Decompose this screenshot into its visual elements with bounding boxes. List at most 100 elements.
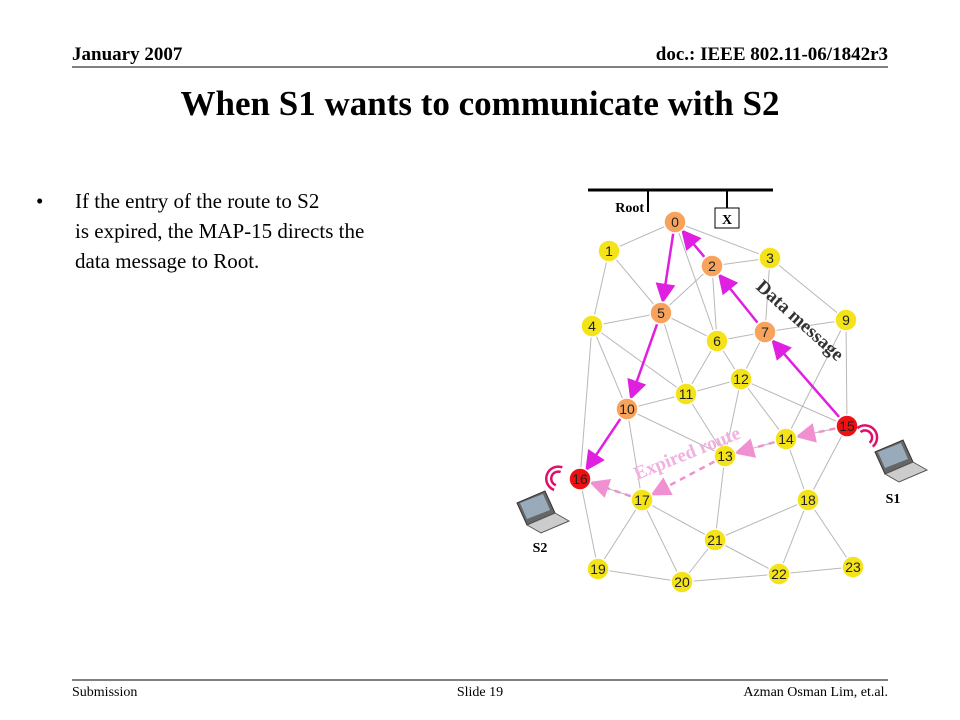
node [674,382,698,406]
node [729,367,753,391]
x-label: X [722,213,732,228]
data-path [585,418,622,472]
node-label: 5 [657,305,665,321]
expired-path [650,460,715,496]
wireless-icon [545,465,563,492]
node-label: 21 [707,532,723,548]
link [778,499,809,575]
link [608,221,676,252]
node-label: 14 [778,431,794,447]
data-path [681,229,706,258]
link [714,539,780,575]
link [807,425,848,501]
node-label: 9 [842,312,850,328]
data-path [627,323,659,401]
link [740,378,848,427]
link [641,499,716,541]
wireless-icon [859,429,874,444]
laptop-s1 [878,443,908,468]
node [713,444,737,468]
link [579,478,599,570]
node [841,555,865,579]
footer-right: Azman Osman Lim, et.al. [743,685,888,700]
node-label: 1 [605,243,613,259]
node [597,239,621,263]
node [767,562,791,586]
node-label: 2 [708,258,716,274]
data-path [655,233,676,304]
x-box [714,207,740,229]
footer-center: Slide 19 [457,685,503,700]
doc-id: doc.: IEEE 802.11-06/1842r3 [656,44,888,65]
node [649,301,673,325]
link [579,325,593,480]
bullet-dot: • [36,189,43,213]
node-label: 7 [761,324,769,340]
node-label: 20 [674,574,690,590]
expired-path [588,478,632,498]
node-label: 16 [572,471,588,487]
link [626,408,643,501]
link [591,250,610,327]
node-label: 0 [671,214,679,230]
link [674,221,771,259]
data-path [717,273,759,324]
node [835,414,859,438]
data-path [771,339,841,418]
node [615,397,639,421]
laptop-s1 [883,461,929,483]
link [769,257,847,321]
wireless-icon [856,424,879,448]
link [681,573,780,583]
link [764,319,847,333]
laptop-s2 [525,512,571,534]
root-label: Root [615,201,644,216]
footer-left: Submission [72,685,137,700]
node [753,320,777,344]
bullet-text: If the entry of the route to S2 is expir… [75,189,364,273]
node [703,528,727,552]
node-label: 13 [717,448,733,464]
link [711,265,718,342]
node-label: 19 [590,561,606,577]
node-label: 22 [771,566,787,582]
node [796,488,820,512]
node [580,314,604,338]
node [774,427,798,451]
s1-label: S1 [886,492,901,507]
link [845,319,848,427]
link [807,499,854,568]
link [597,568,683,583]
link [641,499,683,583]
node-label: 3 [766,250,774,266]
node-label: 12 [733,371,749,387]
node [834,308,858,332]
node-label: 4 [588,318,596,334]
link [740,378,787,440]
link [591,325,628,410]
link [685,393,726,457]
node-label: 10 [619,401,635,417]
node-label: 17 [634,492,650,508]
node-label: 23 [845,559,861,575]
title: When S1 wants to communicate with S2 [181,84,780,123]
node [630,488,654,512]
link [591,325,687,395]
link [785,319,847,440]
node [700,254,724,278]
node-label: 11 [679,386,694,402]
node-label: 15 [839,418,855,434]
node-label: 6 [713,333,721,349]
node-label: 18 [800,492,816,508]
node [663,210,687,234]
link [660,312,687,395]
node [568,467,592,491]
wireless-icon [550,470,562,487]
node [758,246,782,270]
link [764,257,771,333]
node [705,329,729,353]
link [714,455,726,541]
link [626,408,726,457]
